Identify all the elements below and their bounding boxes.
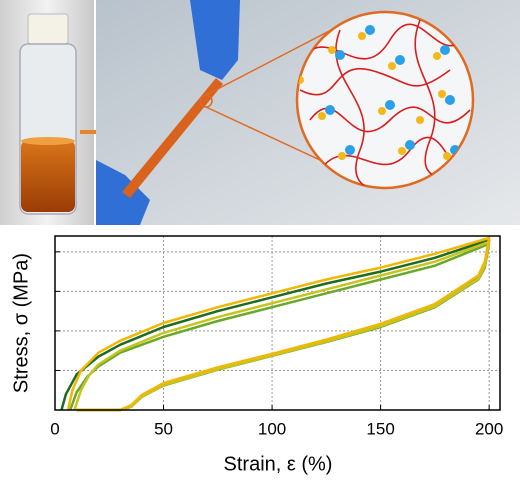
x-tick-label: 0 [50, 419, 59, 438]
x-tick-label: 100 [258, 419, 286, 438]
series-line [66, 236, 491, 412]
x-axis-label: Strain, ε (%) [224, 453, 333, 475]
stretch-photo [96, 0, 520, 225]
vial-photo [0, 0, 94, 225]
x-tick-label: 50 [154, 419, 173, 438]
plot-area: 0 50 100 150 200 [50, 236, 503, 438]
y-axis-label: Stress, σ (MPa) [10, 253, 32, 393]
x-tick-label: 150 [366, 419, 394, 438]
x-tick-label: 200 [475, 419, 503, 438]
plot-frame [54, 235, 501, 411]
series-line [69, 242, 491, 412]
